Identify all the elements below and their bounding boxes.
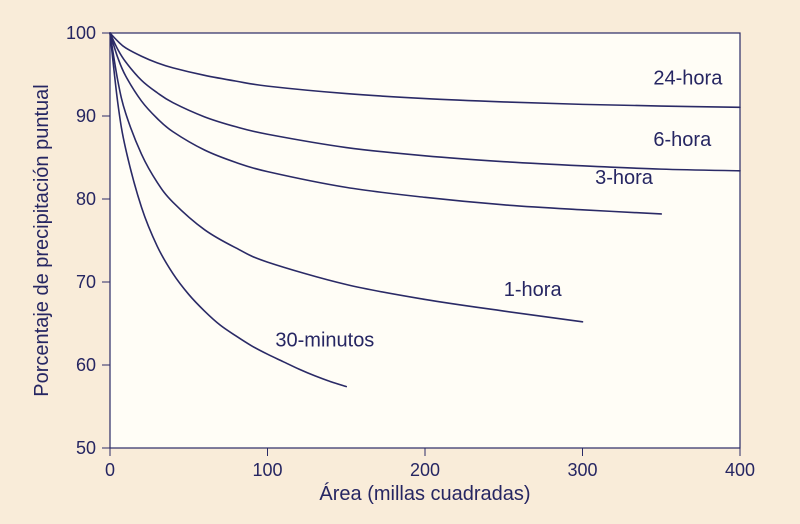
x-tick-label: 100 — [252, 460, 282, 480]
chart-container: 0 100 200 300 400 50 60 70 80 90 100 Área (millas c… — [0, 0, 800, 524]
y-tick-label: 90 — [76, 106, 96, 126]
x-tick-label: 200 — [410, 460, 440, 480]
curve-label-6-hora: 6-hora — [653, 129, 712, 151]
y-axis-title: Porcentaje de precipitación puntual — [31, 84, 53, 396]
plot-area — [110, 33, 740, 448]
curve-label-3-hora: 3-hora — [595, 167, 654, 189]
curve-label-24-hora: 24-hora — [653, 67, 723, 89]
y-tick-label: 80 — [76, 189, 96, 209]
y-tick-label: 100 — [66, 23, 96, 43]
y-tick-label: 70 — [76, 272, 96, 292]
y-tick-label: 50 — [76, 438, 96, 458]
x-tick-label: 300 — [567, 460, 597, 480]
x-tick-label: 400 — [725, 460, 755, 480]
x-axis-title: Área (millas cuadradas) — [319, 482, 530, 505]
x-tick-label: 0 — [105, 460, 115, 480]
curve-label-1-hora: 1-hora — [504, 279, 563, 301]
y-tick-label: 60 — [76, 355, 96, 375]
curve-label-30-minutos: 30-minutos — [275, 330, 374, 352]
